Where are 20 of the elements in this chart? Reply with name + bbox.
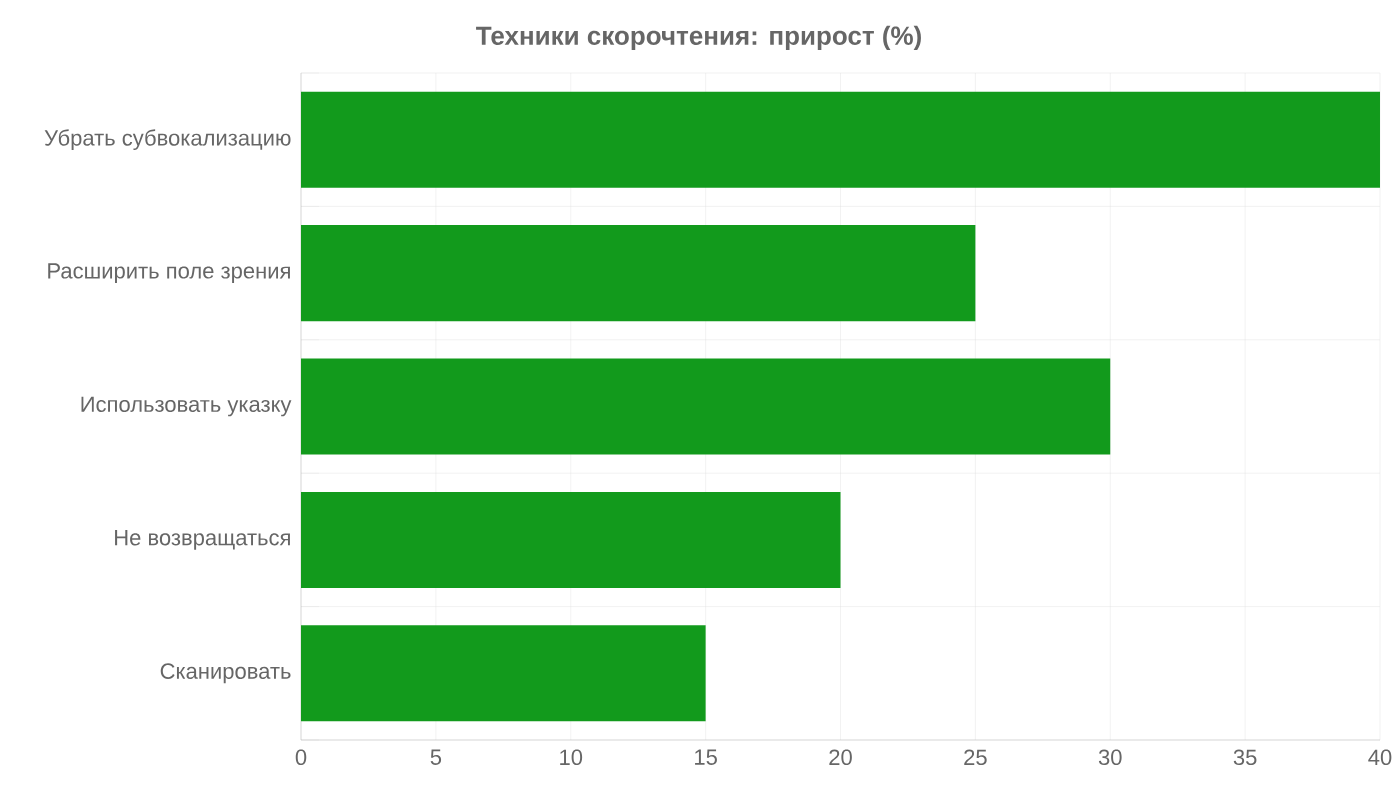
x-tick-label: 0 [295,749,307,766]
x-tick-label: 20 [829,749,852,766]
x-tick-label: 10 [560,749,583,766]
chart-title: Техники скорочтения: прирост (%) [476,25,921,51]
y-tick-label: Использовать указку [81,396,292,417]
y-tick-label: Убрать субвокализацию [44,129,291,151]
bar [301,91,1380,188]
x-tick-label: 40 [1368,749,1392,766]
x-tick-label: 5 [430,749,442,765]
x-tick-label: 15 [695,749,717,765]
x-tick-label: 35 [1233,749,1257,766]
y-tick-label: Расширить поле зрения [48,263,290,283]
bar [301,491,841,588]
bar [301,625,706,722]
bar [301,358,1111,455]
bar [301,225,976,322]
x-tick-label: 25 [964,749,987,766]
y-tick-label: Сканировать [160,663,291,684]
x-tick-label: 30 [1098,749,1122,766]
y-tick-label: Не возвращаться [115,530,290,550]
